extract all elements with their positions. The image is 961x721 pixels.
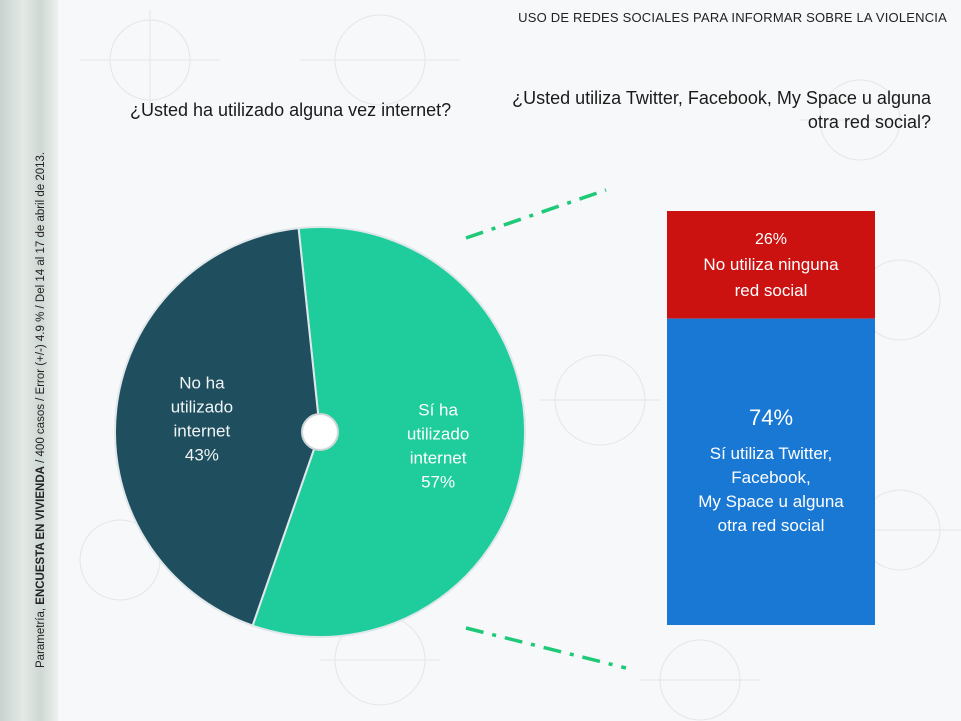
bar-category-label: otra red social <box>718 516 825 535</box>
bar-category-label: My Space u alguna <box>698 492 844 511</box>
bar-category-label: Sí utiliza Twitter, <box>710 444 833 463</box>
right-question: ¿Usted utiliza Twitter, Facebook, My Spa… <box>512 88 931 132</box>
bar-category-label: Facebook, <box>731 468 810 487</box>
bar-value-label: 26% <box>755 231 787 248</box>
bar-segment <box>667 211 875 319</box>
pie-label: 57% <box>421 473 455 492</box>
pie-label: utilizado <box>171 397 233 416</box>
pie-label: Sí ha <box>418 401 458 420</box>
left-question: ¿Usted ha utilizado alguna vez internet? <box>130 100 452 120</box>
pie-label: internet <box>174 421 231 440</box>
pie-label: utilizado <box>407 425 469 444</box>
pie-center-hole <box>301 413 339 451</box>
pie-label: internet <box>410 449 467 468</box>
pie-slice <box>251 226 526 638</box>
pie-slice <box>114 227 322 627</box>
pie-label: No ha <box>179 373 225 392</box>
connector-line-top <box>465 188 607 240</box>
bar-segment <box>667 318 875 625</box>
bar-category-label: red social <box>735 281 808 300</box>
pie-label: 43% <box>185 445 219 464</box>
bar-value-label: 74% <box>749 405 793 430</box>
connector-line-bottom <box>465 626 627 670</box>
header-title: USO DE REDES SOCIALES PARA INFORMAR SOBR… <box>518 10 947 25</box>
side-strip <box>0 0 58 721</box>
bar-category-label: No utiliza ninguna <box>703 255 839 274</box>
